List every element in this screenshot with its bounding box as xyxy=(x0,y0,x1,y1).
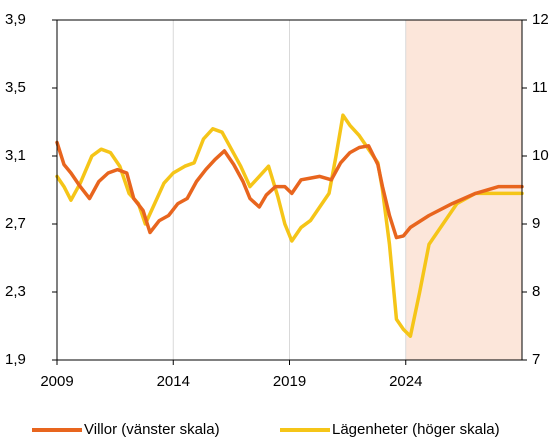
plot-marks xyxy=(55,113,524,338)
x-tick-label: 2014 xyxy=(157,373,190,390)
legend-label: Villor (vänster skala) xyxy=(84,421,220,438)
y-tick-label: 3,1 xyxy=(5,147,26,164)
forecast-shade xyxy=(405,20,522,360)
data-line xyxy=(55,113,524,338)
x-tick-label: 2024 xyxy=(389,373,422,390)
y2-tick-label: 9 xyxy=(532,215,540,232)
data-line xyxy=(55,140,524,240)
y2-tick-label: 8 xyxy=(532,283,540,300)
x-tick-label: 2019 xyxy=(273,373,306,390)
y-tick-label: 1,9 xyxy=(5,351,26,368)
y-tick-label: 3,9 xyxy=(5,11,26,28)
plot-background xyxy=(56,20,522,360)
y2-tick-label: 12 xyxy=(532,11,549,28)
y2-tick-label: 10 xyxy=(532,147,549,164)
y2-tick-label: 11 xyxy=(532,79,548,96)
y-tick-label: 3,5 xyxy=(5,79,26,96)
y-tick-label: 2,3 xyxy=(5,283,26,300)
y-tick-label: 2,7 xyxy=(5,215,26,232)
legend-label: Lägenheter (höger skala) xyxy=(332,421,500,438)
x-tick-label: 2009 xyxy=(40,373,73,390)
y2-tick-label: 7 xyxy=(532,351,540,368)
